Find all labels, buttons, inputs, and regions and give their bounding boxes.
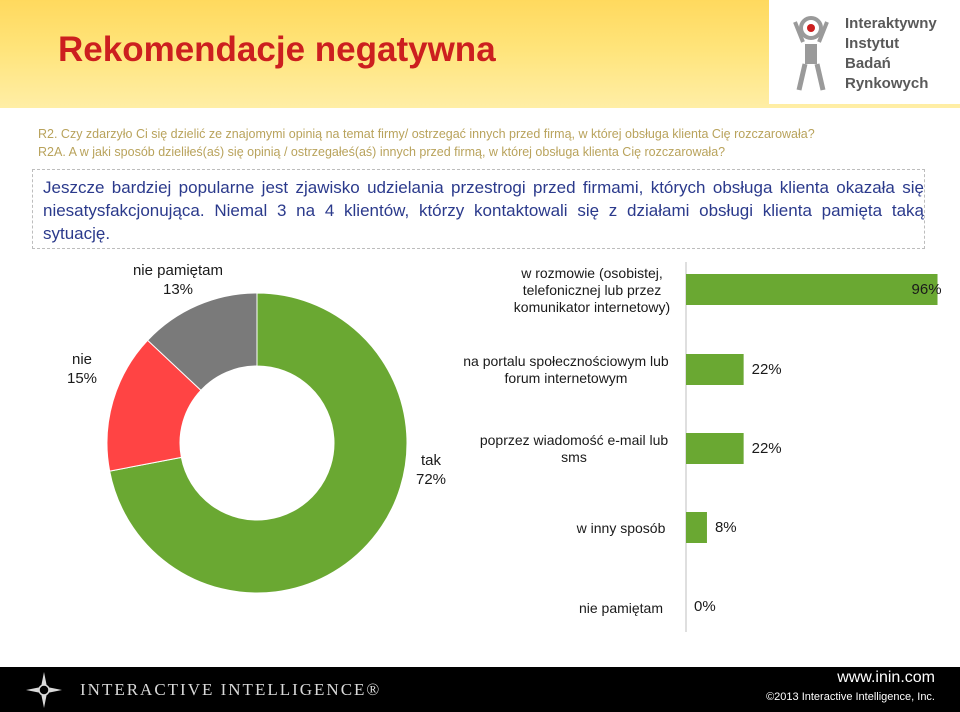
footer-brand: INTERACTIVE INTELLIGENCE®	[80, 680, 382, 699]
footer-bar: INTERACTIVE INTELLIGENCE® www.inin.com ©…	[0, 667, 960, 712]
logo-text: Interaktywny Instytut Badań Rynkowych	[845, 14, 937, 94]
pie-label-name: nie	[71, 351, 93, 368]
question-r2a: R2A. A w jaki sposób dzieliłeś(aś) się o…	[38, 145, 726, 159]
pie-label-nie-pamietam: nie pamiętam 13%	[118, 261, 238, 299]
logo-line: Interaktywny	[845, 15, 937, 32]
bar-value-label: 22%	[751, 440, 782, 457]
logo-line: Badań	[845, 55, 891, 72]
bar-0	[686, 274, 938, 305]
logo-line: Instytut	[845, 35, 900, 52]
donut-chart	[106, 292, 408, 594]
pie-label-name: nie pamiętam	[132, 262, 224, 279]
bar-value-label: 8%	[714, 519, 737, 536]
pie-label-value: 72%	[415, 471, 447, 488]
bar-category-label: nie pamiętam	[578, 600, 664, 616]
bar-value-label: 22%	[751, 361, 782, 378]
bar-category-label: w inny sposób	[576, 520, 666, 536]
survey-questions: R2. Czy zdarzyło Ci się dzielić ze znajo…	[38, 125, 938, 161]
bar-value-label: 96%	[911, 281, 942, 298]
bar-1	[686, 354, 744, 385]
donut-slice-tak	[109, 292, 408, 594]
page-title: Rekomendacje negatywna	[58, 30, 496, 69]
question-r2: R2. Czy zdarzyło Ci się dzielić ze znajo…	[38, 127, 815, 141]
bar-value-label: 0%	[694, 598, 716, 615]
pie-label-value: 15%	[66, 370, 98, 387]
bar-category-label: w rozmowie (osobistej, telefonicznej lub…	[513, 265, 671, 315]
pie-label-value: 13%	[162, 281, 194, 298]
logo-box: Interaktywny Instytut Badań Rynkowych	[769, 0, 960, 104]
summary-box: Jeszcze bardziej popularne jest zjawisko…	[32, 169, 925, 249]
human-figure-logo-icon	[793, 16, 829, 91]
pie-label-nie: nie 15%	[52, 350, 112, 388]
bar-chart	[685, 262, 938, 632]
bar-category-label: poprzez wiadomość e-mail lub sms	[479, 432, 669, 465]
footer-url[interactable]: www.inin.com	[837, 669, 935, 686]
logo-line: Rynkowych	[845, 75, 929, 92]
bar-category-label: na portalu społecznościowym lub forum in…	[463, 353, 669, 386]
donut-slice-nie-pamiętam	[146, 292, 258, 391]
footer-copyright: ©2013 Interactive Intelligence, Inc.	[766, 691, 935, 703]
bar-2	[686, 433, 744, 464]
pie-label-name: tak	[420, 452, 441, 469]
bar-3	[686, 512, 707, 543]
header-banner: Rekomendacje negatywna Interaktywny Inst…	[0, 0, 960, 108]
pie-label-tak: tak 72%	[404, 451, 458, 489]
compass-star-icon	[26, 672, 62, 708]
